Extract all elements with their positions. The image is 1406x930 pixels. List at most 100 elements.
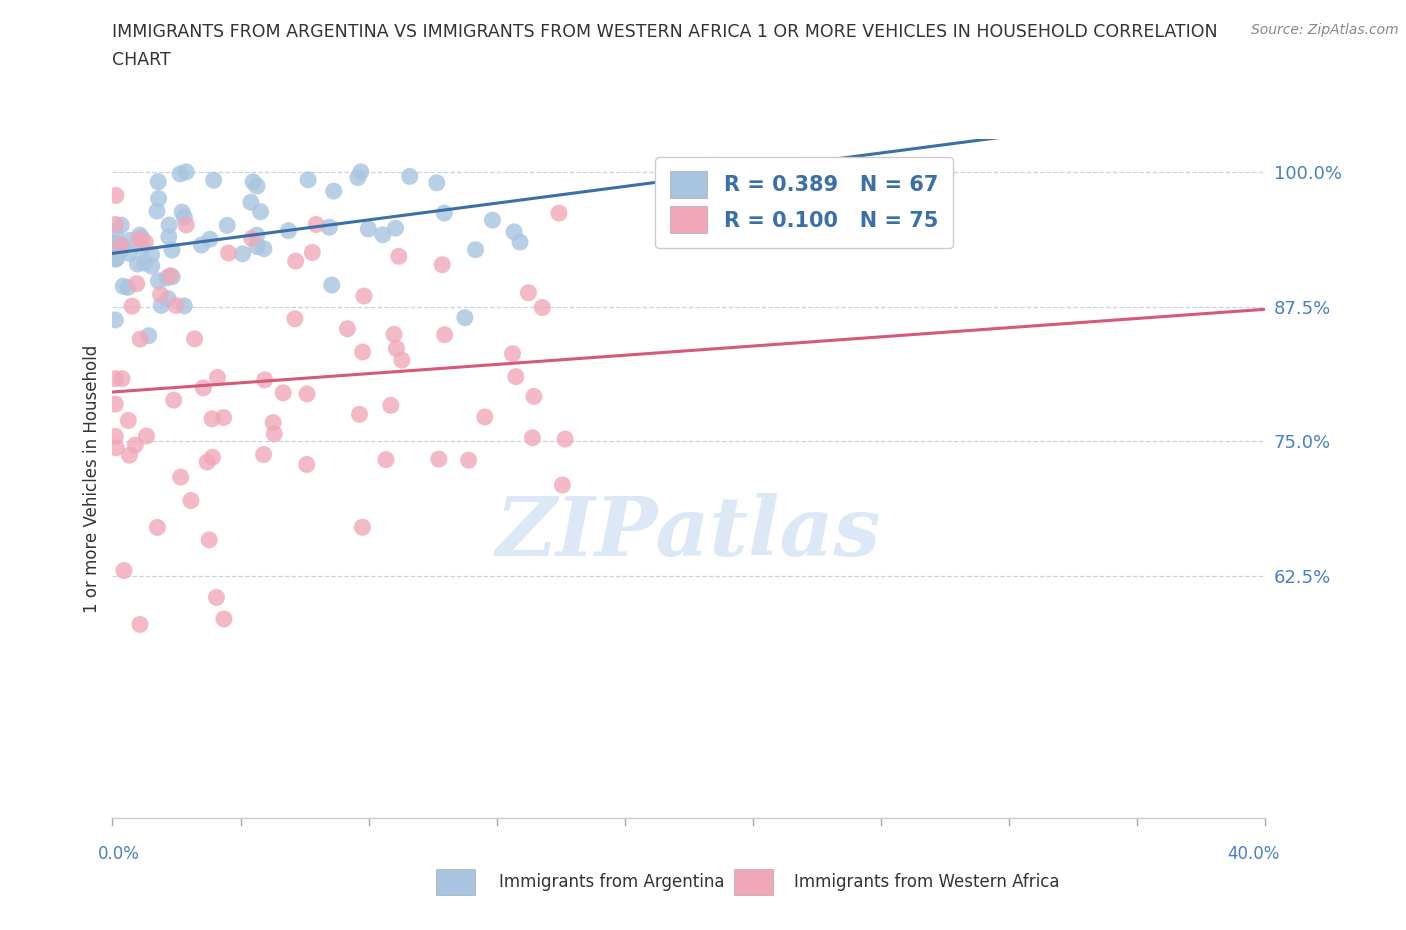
Text: Immigrants from Western Africa: Immigrants from Western Africa — [794, 872, 1060, 891]
Point — [457, 453, 479, 468]
Point — [297, 172, 319, 187]
Point — [321, 277, 343, 292]
Point — [141, 247, 163, 262]
Point — [104, 312, 127, 327]
Point — [157, 218, 180, 232]
Point — [322, 184, 344, 199]
Point — [382, 327, 405, 342]
Point — [131, 241, 153, 256]
Point — [205, 590, 228, 604]
Point — [207, 370, 229, 385]
Point — [125, 276, 148, 291]
Point — [246, 239, 269, 254]
Point — [352, 520, 374, 535]
Point — [134, 256, 156, 271]
Point — [146, 204, 169, 219]
Point — [104, 217, 127, 232]
Point — [353, 288, 375, 303]
Point — [111, 238, 134, 253]
Point — [104, 252, 127, 267]
Point — [131, 231, 153, 246]
Text: Source: ZipAtlas.com: Source: ZipAtlas.com — [1251, 23, 1399, 37]
Point — [104, 188, 127, 203]
Point — [295, 457, 318, 472]
Point — [427, 452, 450, 467]
Point — [503, 224, 526, 239]
Point — [110, 218, 132, 232]
Point — [388, 249, 411, 264]
Point — [118, 246, 141, 260]
Point — [202, 173, 225, 188]
Point — [277, 223, 299, 238]
Point — [105, 441, 128, 456]
Point — [195, 455, 218, 470]
Point — [548, 206, 571, 220]
Point — [104, 235, 127, 250]
Point — [163, 392, 186, 407]
Point — [112, 279, 135, 294]
Point — [301, 245, 323, 259]
Point — [105, 251, 128, 266]
Point — [157, 291, 180, 306]
Point — [104, 371, 127, 386]
Point — [284, 312, 307, 326]
Point — [172, 205, 194, 219]
Point — [231, 246, 253, 261]
Point — [170, 470, 193, 485]
Point — [148, 174, 170, 189]
Point — [160, 270, 183, 285]
Point — [174, 218, 197, 232]
Point — [129, 617, 152, 631]
Point — [157, 230, 180, 245]
Point — [517, 286, 540, 300]
Point — [240, 231, 263, 246]
Point — [173, 210, 195, 225]
Point — [242, 175, 264, 190]
Point — [138, 328, 160, 343]
Point — [198, 232, 221, 246]
Point — [385, 341, 408, 356]
Point — [159, 268, 181, 283]
Point — [104, 226, 127, 241]
Point — [128, 232, 150, 246]
Point — [349, 406, 371, 421]
Text: CHART: CHART — [112, 51, 172, 69]
Point — [347, 170, 370, 185]
Point — [160, 243, 183, 258]
Point — [183, 331, 205, 346]
Point — [531, 300, 554, 315]
Point — [117, 413, 139, 428]
Point — [432, 258, 454, 272]
Point — [150, 298, 173, 312]
Point — [262, 415, 284, 430]
Point — [148, 273, 170, 288]
Point — [148, 191, 170, 206]
Point — [474, 409, 496, 424]
Point — [141, 259, 163, 273]
Point — [201, 450, 224, 465]
Text: ZIPatlas: ZIPatlas — [496, 493, 882, 573]
Point — [357, 221, 380, 236]
Bar — [436, 869, 475, 895]
Point — [180, 493, 202, 508]
Point — [156, 271, 179, 286]
Point — [246, 228, 269, 243]
Point — [374, 452, 396, 467]
Point — [336, 322, 359, 337]
Point — [522, 431, 544, 445]
Point — [124, 438, 146, 453]
Point — [246, 179, 269, 193]
Point — [169, 166, 191, 181]
Point — [104, 397, 127, 412]
Point — [173, 299, 195, 313]
Point — [554, 432, 576, 446]
Point — [350, 165, 373, 179]
Point — [391, 352, 413, 367]
Point — [217, 218, 239, 232]
Point — [165, 298, 187, 312]
Point — [201, 411, 224, 426]
Point — [111, 371, 134, 386]
Point — [110, 238, 132, 253]
Point — [481, 213, 503, 228]
Point — [433, 327, 456, 342]
